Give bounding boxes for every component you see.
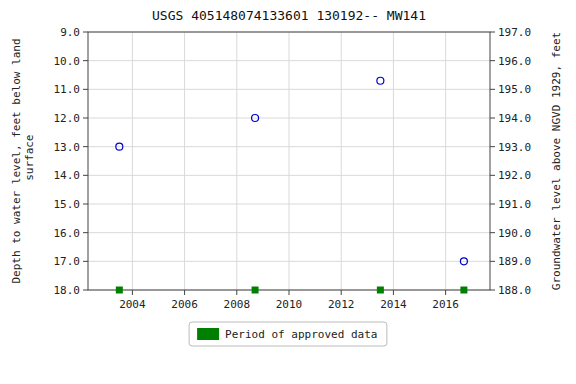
tick <box>490 204 495 205</box>
square-marker <box>460 287 467 294</box>
grid-line <box>236 32 237 290</box>
grid-line <box>289 32 290 290</box>
tick-label: 9.0 <box>60 26 80 39</box>
tick-label: 189.0 <box>498 255 531 268</box>
tick <box>490 32 495 33</box>
background <box>0 0 576 384</box>
square-marker <box>377 287 384 294</box>
grid-line <box>88 261 490 262</box>
tick <box>83 204 88 205</box>
tick-label: 11.0 <box>54 83 81 96</box>
grid <box>88 32 490 290</box>
grid-line <box>88 146 490 147</box>
grid-line <box>88 175 490 176</box>
tick <box>289 290 290 295</box>
marks <box>116 77 468 293</box>
tick-label: 2016 <box>432 298 459 311</box>
point <box>460 258 467 265</box>
tick <box>83 290 88 291</box>
point <box>252 115 259 122</box>
label-line: Depth to water level, feet below land <box>10 38 23 283</box>
grid-line <box>88 89 490 90</box>
tick-label: 15.0 <box>54 198 81 211</box>
tick-label: 17.0 <box>54 255 81 268</box>
square-marker <box>116 287 123 294</box>
legend-box <box>189 322 387 346</box>
x-axis: 2004 2006 2008 2010 2012 2014 2016 <box>119 290 459 311</box>
tick <box>341 290 342 295</box>
tick <box>393 290 394 295</box>
grid-line <box>88 204 490 205</box>
tick-label: 194.0 <box>498 112 531 125</box>
legend-label: Period of approved data <box>225 328 377 341</box>
tick <box>490 175 495 176</box>
tick-label: 10.0 <box>54 55 81 68</box>
legend-swatch <box>197 328 219 340</box>
tick <box>83 60 88 61</box>
tick <box>83 32 88 33</box>
tick <box>184 290 185 295</box>
grid-line <box>445 32 446 290</box>
tick-label: 2010 <box>276 298 303 311</box>
tick-label: 190.0 <box>498 227 531 240</box>
tick <box>445 290 446 295</box>
tick <box>83 89 88 90</box>
tick <box>490 146 495 147</box>
tick-label: 191.0 <box>498 198 531 211</box>
tick <box>132 290 133 295</box>
y-axis-label: Depth to water level, feet below land su… <box>10 38 36 283</box>
point <box>116 143 123 150</box>
series <box>116 77 468 265</box>
tick <box>83 175 88 176</box>
tick <box>236 290 237 295</box>
tick-label: 197.0 <box>498 26 531 39</box>
tick-label: 193.0 <box>498 141 531 154</box>
tick-label: 18.0 <box>54 284 81 297</box>
tick <box>83 232 88 233</box>
tick <box>490 60 495 61</box>
tick-label: 14.0 <box>54 169 81 182</box>
grid-line <box>184 32 185 290</box>
point <box>377 77 384 84</box>
grid-line <box>88 60 490 61</box>
tick-label: 16.0 <box>54 227 81 240</box>
label-line: surface <box>23 135 36 188</box>
tick-label: 188.0 <box>498 284 531 297</box>
y2-axis-label: Groundwater level above NGVD 1929, feet <box>550 32 563 290</box>
tick <box>83 118 88 119</box>
grid-line <box>132 32 133 290</box>
tick <box>490 290 495 291</box>
square-marker <box>252 287 259 294</box>
tick <box>490 232 495 233</box>
plot-frame <box>88 32 490 290</box>
tick <box>83 261 88 262</box>
tick-label: 2008 <box>224 298 251 311</box>
chart: 2004 2006 2008 2010 2012 2014 2016 9.0 10.0 11.0 1… <box>0 0 576 384</box>
tick-label: 2012 <box>328 298 355 311</box>
tick <box>83 146 88 147</box>
title: USGS 405148074133601 130192-- MW141 <box>152 8 426 23</box>
tick <box>490 89 495 90</box>
tick <box>490 261 495 262</box>
grid-line <box>88 232 490 233</box>
tick-label: 2006 <box>171 298 198 311</box>
series <box>116 287 468 294</box>
y-axis: 9.0 10.0 11.0 12.0 13.0 14.0 15.0 16.0 17.0 18.0 <box>54 26 89 297</box>
tick-label: 195.0 <box>498 83 531 96</box>
tick-label: 12.0 <box>54 112 81 125</box>
grid-line <box>88 118 490 119</box>
tick-label: 2004 <box>119 298 146 311</box>
grid-line <box>393 32 394 290</box>
tick-label: 196.0 <box>498 55 531 68</box>
grid-line <box>341 32 342 290</box>
y2-axis: 197.0 196.0 195.0 194.0 193.0 192.0 191.0 190.0… <box>490 26 531 297</box>
tick-label: 13.0 <box>54 141 81 154</box>
tick <box>490 118 495 119</box>
tick-label: 2014 <box>380 298 407 311</box>
tick-label: 192.0 <box>498 169 531 182</box>
legend: Period of approved data <box>189 322 387 346</box>
